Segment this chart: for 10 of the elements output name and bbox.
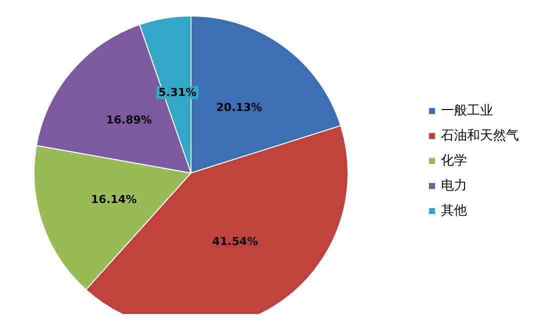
- data-label: 16.89%: [106, 114, 152, 127]
- legend-label: 其他: [441, 204, 467, 218]
- data-label: 20.13%: [216, 100, 262, 114]
- data-label: 16.14%: [91, 192, 137, 206]
- legend-label: 化学: [441, 154, 467, 168]
- data-label: 41.54%: [212, 235, 258, 248]
- data-label: 5.31%: [158, 86, 197, 100]
- legend-label: 电力: [441, 178, 467, 194]
- legend-label: 一般工业: [441, 104, 493, 118]
- legend-label: 石油和天然气: [441, 128, 519, 144]
